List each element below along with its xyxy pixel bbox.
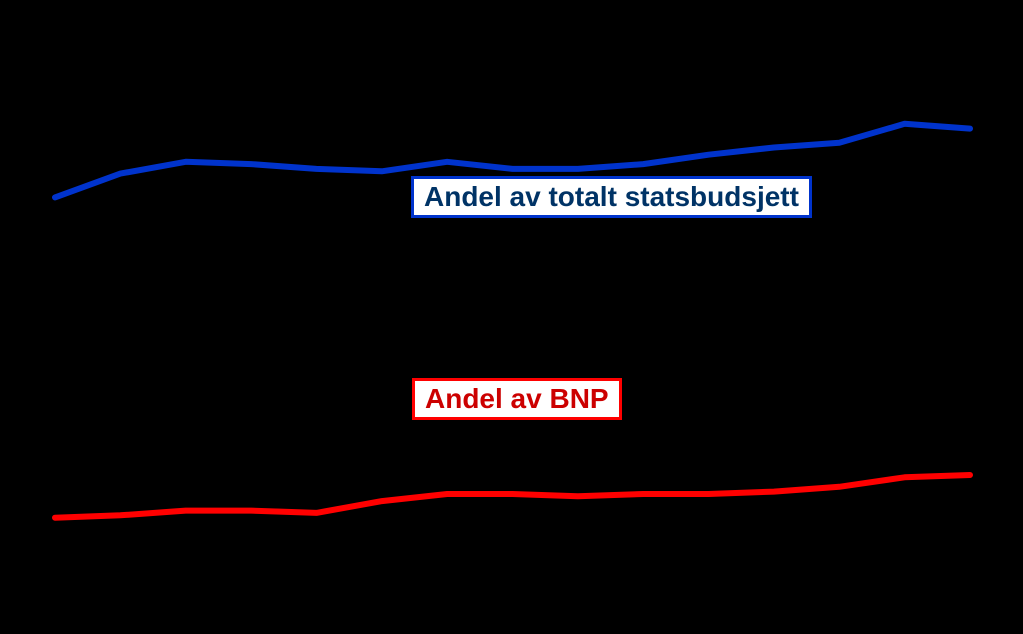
line-bnp (55, 475, 970, 518)
label-bnp-text: Andel av BNP (425, 383, 609, 414)
label-budget-text: Andel av totalt statsbudsjett (424, 181, 799, 212)
chart-svg (0, 0, 1023, 634)
line-chart: Andel av totalt statsbudsjett Andel av B… (0, 0, 1023, 634)
label-budget: Andel av totalt statsbudsjett (411, 176, 812, 218)
label-bnp: Andel av BNP (412, 378, 622, 420)
